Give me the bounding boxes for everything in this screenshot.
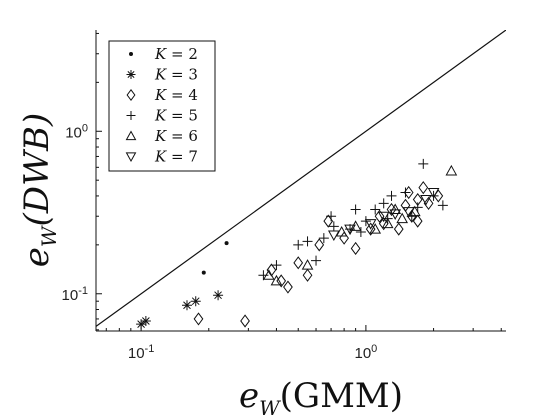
- data-point: [328, 221, 339, 232]
- data-point: [389, 203, 402, 215]
- data-point: [445, 164, 458, 176]
- points-layer: [136, 158, 458, 330]
- data-point: [418, 181, 429, 195]
- legend-box: [108, 40, 216, 172]
- legend-marker: [126, 111, 136, 120]
- data-point: [350, 204, 361, 215]
- series-triangle-down: [327, 187, 440, 242]
- data-point: [396, 212, 409, 224]
- data-point: [190, 296, 201, 307]
- data-point: [355, 226, 366, 237]
- axis-labels: eW(GMM) eW(DWB): [17, 113, 403, 420]
- data-point: [327, 230, 340, 242]
- data-point: [389, 209, 402, 220]
- data-point: [140, 315, 151, 326]
- data-point: [311, 255, 322, 266]
- data-point: [423, 196, 434, 210]
- legend-marker: [125, 152, 137, 163]
- data-point: [213, 290, 224, 301]
- data-point: [318, 233, 329, 244]
- data-point: [335, 225, 348, 237]
- data-point: [293, 256, 304, 270]
- data-point: [364, 219, 377, 230]
- data-point: [326, 211, 337, 222]
- data-point: [377, 211, 390, 223]
- data-point: [314, 238, 325, 252]
- data-point: [400, 198, 411, 212]
- legend-entry: K = 6: [154, 127, 198, 145]
- data-point: [350, 241, 361, 256]
- y-tick-label: 100: [65, 122, 88, 141]
- legend-entry: K = 7: [154, 148, 198, 166]
- data-point: [301, 259, 314, 270]
- legend-entry: K = 4: [154, 86, 198, 104]
- legend-entry: K = 2: [154, 45, 198, 63]
- data-point: [378, 198, 389, 209]
- legend-entry: K = 5: [154, 107, 198, 125]
- data-point: [302, 236, 313, 247]
- data-point: [339, 231, 349, 245]
- data-point: [381, 217, 394, 229]
- data-point: [393, 222, 404, 236]
- data-point: [344, 224, 356, 236]
- data-point: [181, 300, 192, 311]
- series-plus: [258, 158, 448, 281]
- legend-marker: [125, 130, 137, 141]
- data-point: [386, 202, 397, 217]
- data-point: [349, 220, 362, 231]
- data-point: [374, 209, 385, 223]
- data-point: [412, 214, 423, 228]
- data-point: [406, 209, 417, 223]
- data-point: [240, 314, 250, 328]
- data-point: [224, 241, 229, 246]
- data-point: [271, 260, 282, 271]
- ticks-layer: 10-1 100 10-1 100: [62, 32, 502, 362]
- reference-line-layer: [96, 30, 506, 327]
- data-point: [302, 268, 313, 282]
- x-axis-label: eW(GMM): [239, 376, 403, 420]
- legend-entry: K = 3: [154, 66, 198, 84]
- data-point: [437, 200, 448, 211]
- series-diamond: [193, 181, 444, 328]
- data-point: [293, 239, 304, 250]
- y-tick-label: 10-1: [62, 285, 88, 304]
- data-point: [283, 280, 293, 294]
- data-point: [418, 158, 429, 169]
- data-point: [400, 187, 411, 198]
- data-point: [369, 223, 382, 234]
- data-point: [193, 312, 204, 326]
- data-point: [402, 207, 415, 218]
- legend-marker: [126, 70, 136, 79]
- data-point: [386, 190, 397, 201]
- data-point: [262, 269, 275, 280]
- svg-text:eW(DWB): eW(DWB): [17, 113, 61, 267]
- series-asterisk: [136, 290, 224, 330]
- data-point: [270, 274, 283, 286]
- series-dot: [201, 241, 229, 275]
- data-point: [201, 270, 206, 275]
- x-tick-label: 10-1: [128, 343, 154, 362]
- x-tick-label: 100: [354, 343, 377, 362]
- legend-marker: [126, 88, 136, 102]
- data-point: [420, 195, 432, 206]
- data-point: [136, 319, 147, 330]
- data-point: [258, 270, 269, 281]
- legend-marker: [129, 52, 133, 56]
- legend: K = 2 K = 3 K = 4 K = 5 K = 6 K = 7: [108, 40, 216, 172]
- data-point: [370, 204, 381, 215]
- y-axis-label: eW(DWB): [17, 113, 61, 267]
- reference-line: [96, 30, 506, 327]
- data-point: [427, 187, 440, 199]
